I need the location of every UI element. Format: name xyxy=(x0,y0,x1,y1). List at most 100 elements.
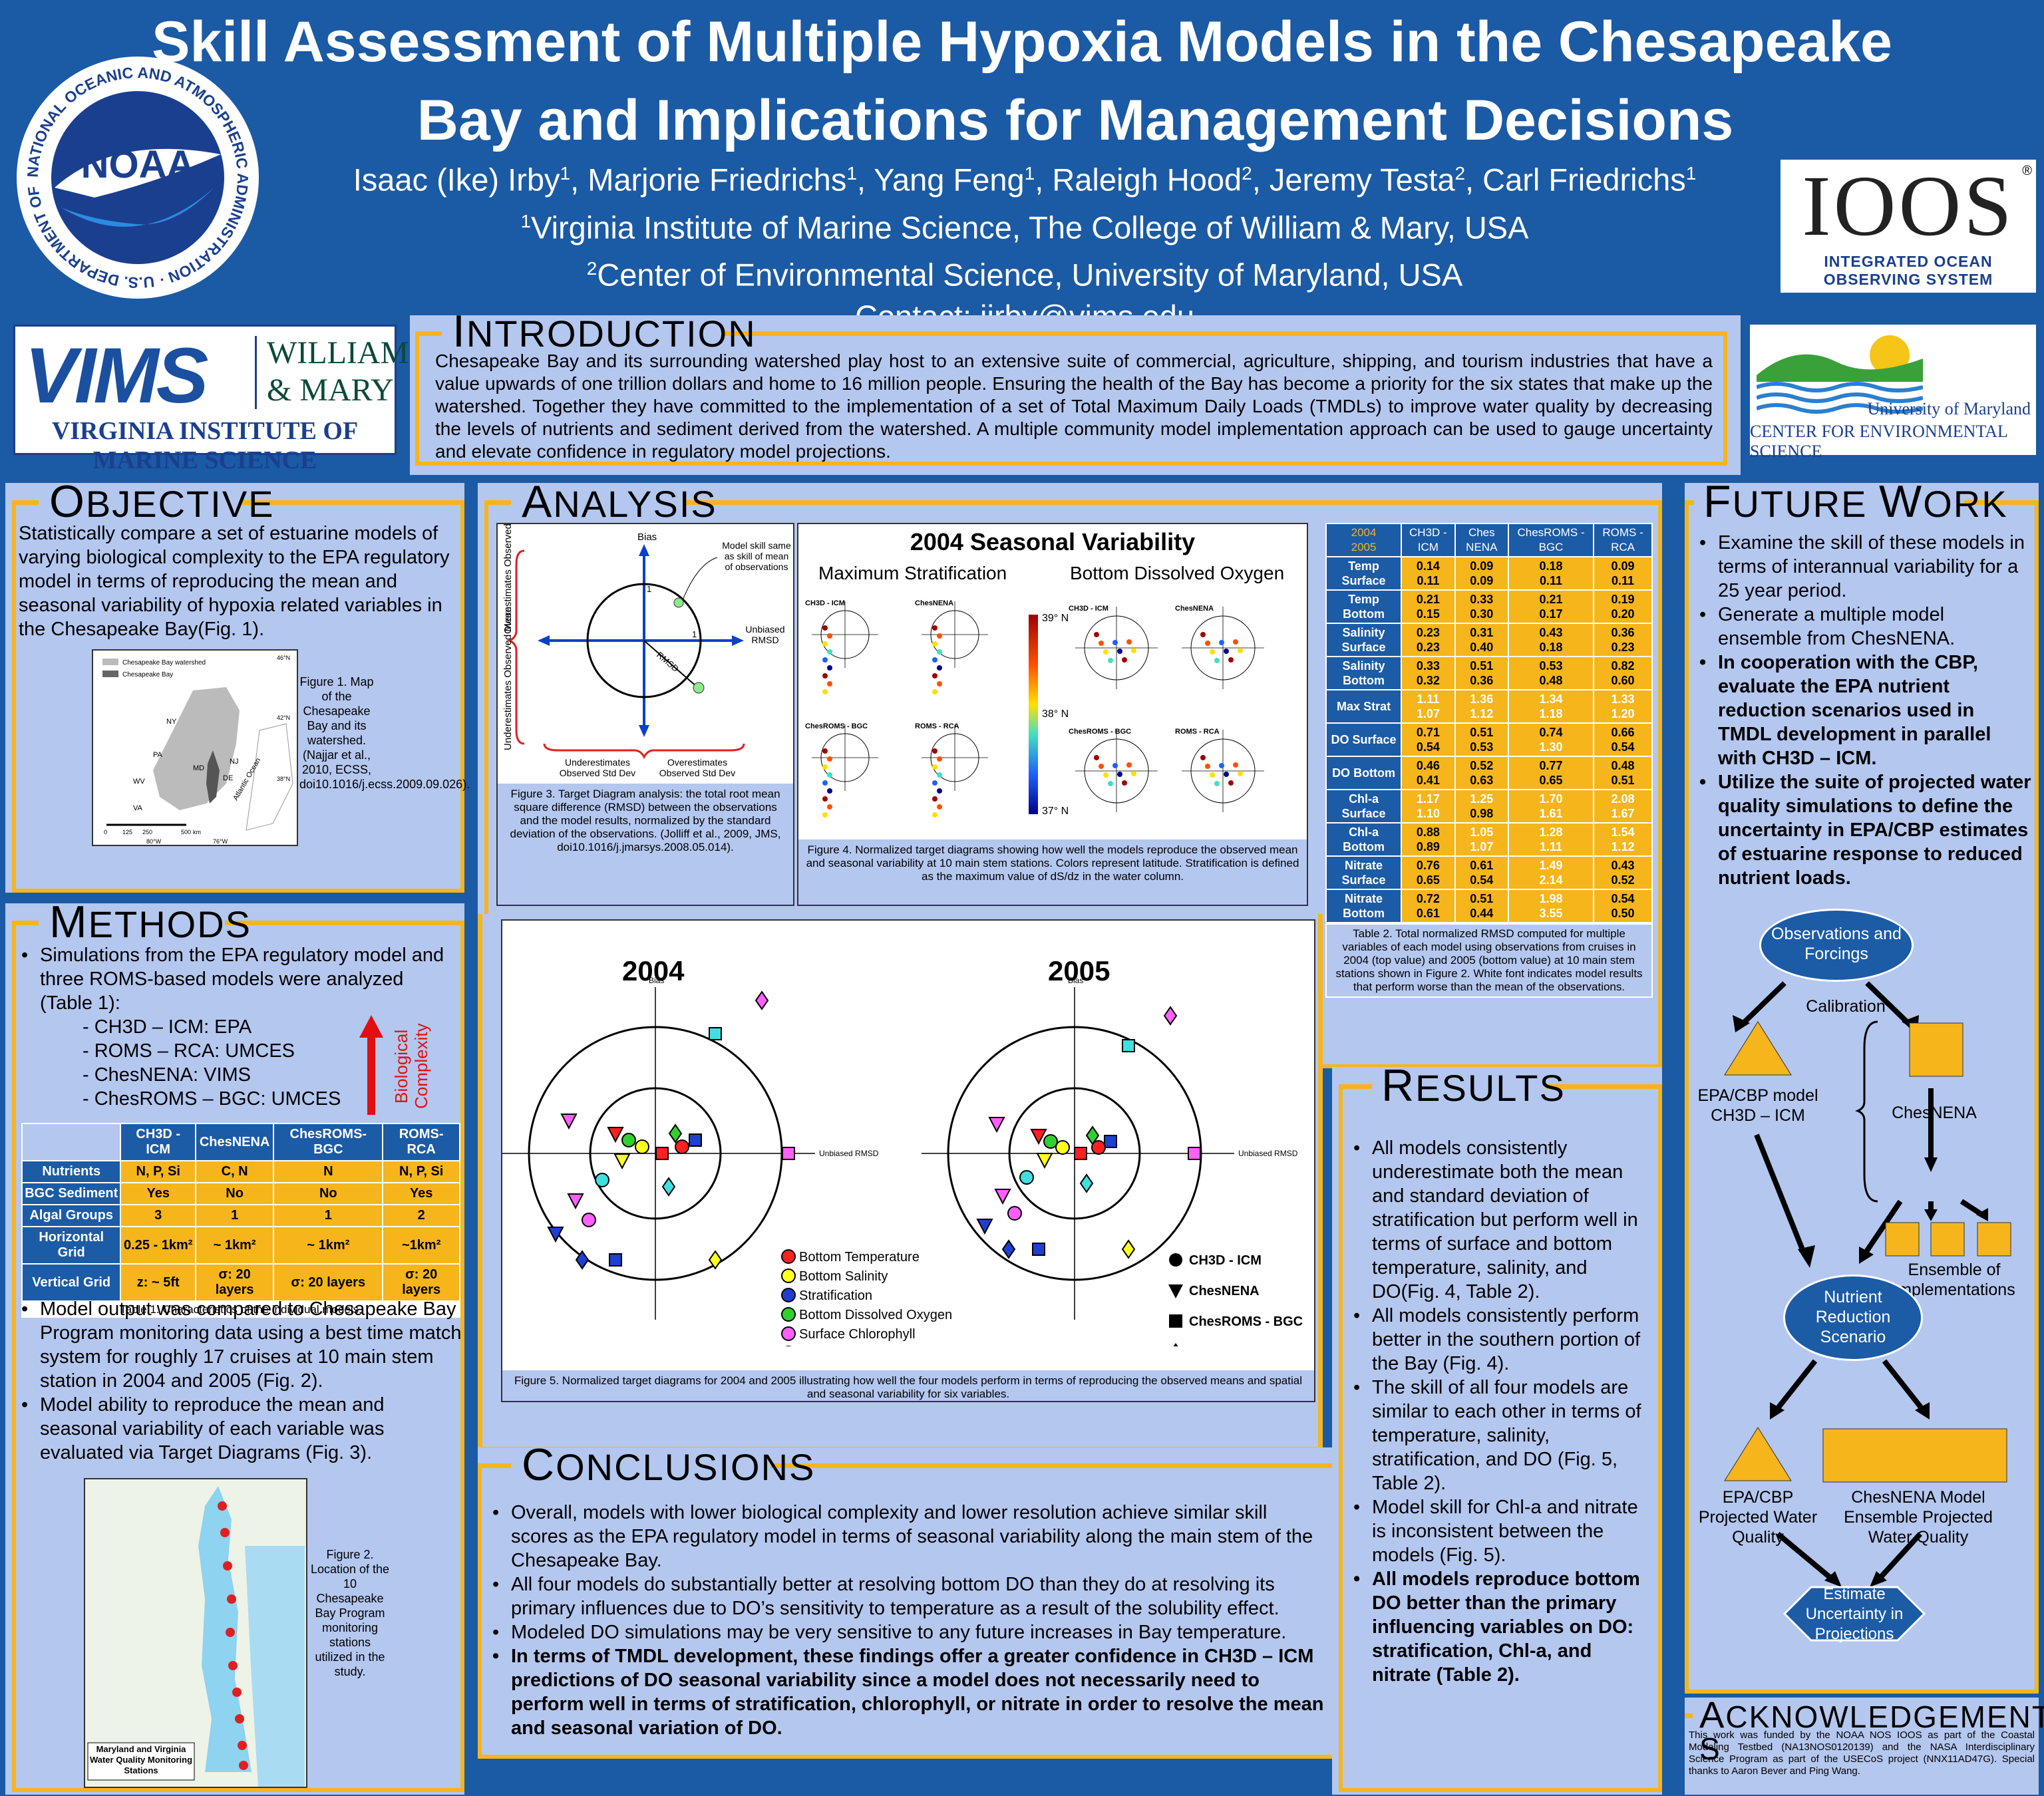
objective-frame xyxy=(12,504,464,893)
table1-cell: Algal Groups xyxy=(21,1204,122,1227)
table1-header-cell: ChesNENA xyxy=(194,1123,275,1161)
ack-title-first: A xyxy=(1699,1694,1726,1735)
fig3-one-v: 1 xyxy=(647,584,651,594)
table2-value: 0.23 xyxy=(1416,626,1440,639)
author-name: , Jeremy Testa xyxy=(1252,162,1455,198)
table2-value: 0.89 xyxy=(1416,840,1440,853)
table1-cell: N, P, Si xyxy=(120,1160,196,1183)
table2-value: 0.54 xyxy=(1611,740,1635,754)
fig1-scale-125: 125 xyxy=(122,829,132,835)
conclusion-3: Modeled DO simulations may be very sensi… xyxy=(488,1620,1327,1644)
fig3-under-mean: Underestimates Observed Mean xyxy=(502,607,514,750)
fig4-point xyxy=(937,681,942,686)
fig5-point xyxy=(1121,1239,1136,1259)
station-marker xyxy=(239,1761,248,1770)
fig1-scale-unit: km xyxy=(193,829,201,835)
flow-calibration-label: Calibration xyxy=(1806,997,1886,1016)
table2-value: 0.09 xyxy=(1470,559,1494,573)
table2-cell: 0.88 0.89 xyxy=(1401,822,1456,857)
affiliation-1: 1Virginia Institute of Marine Science, T… xyxy=(253,201,1796,249)
fig4-point xyxy=(937,804,942,810)
fig5-point xyxy=(976,1219,993,1235)
vims-divider xyxy=(255,336,257,409)
fig4-point xyxy=(1099,764,1104,769)
figure-5: 2004 2005 Bias Unbiased RMSD Bias Unbiased … xyxy=(501,919,1315,1402)
author-affil-sup: 2 xyxy=(1242,163,1252,184)
conclusion-1: Overall, models with lower biological co… xyxy=(488,1501,1327,1572)
table2-value: 0.48 xyxy=(1611,759,1635,772)
acknowledgements-panel: ACKNOWLEDGEMENT S This work was funded b… xyxy=(1685,1694,2044,1795)
complexity-label: Biological Complexity xyxy=(391,1023,431,1110)
fig4-point xyxy=(1122,657,1127,663)
fig4-point xyxy=(1205,641,1210,646)
fig5-point xyxy=(547,1227,564,1243)
table2-value: 0.88 xyxy=(1416,825,1440,839)
author-name: , Yang Feng xyxy=(856,162,1025,198)
table2-value: 1.11 xyxy=(1540,840,1563,853)
table1-header-cell xyxy=(21,1123,122,1161)
fig5-point xyxy=(567,1193,584,1210)
methods-list-1: Simulations from the EPA regulatory mode… xyxy=(17,943,456,1015)
conclusion-4: In terms of TMDL development, these find… xyxy=(488,1644,1327,1740)
fig4-point xyxy=(822,673,828,678)
table-row: Nitrate Bottom 0.72 0.61 0.51 0.44 1.98 3.55 0.… xyxy=(1325,889,1653,923)
fig5-point xyxy=(607,1127,624,1143)
aff2-text: Center of Environmental Science, Univers… xyxy=(597,257,1463,293)
table2-value: 0.18 xyxy=(1539,641,1563,654)
table2-value: 0.36 xyxy=(1611,626,1635,639)
table2-value: 0.32 xyxy=(1416,674,1440,687)
table2-header: 2004 2005 CH3D - ICM Ches NENA ChesROMS - BG… xyxy=(1325,523,1653,557)
table2-value: 0.14 xyxy=(1416,559,1440,573)
table2-row-label: Chl-a Surface xyxy=(1325,789,1403,823)
table1-cell: C, N xyxy=(194,1160,275,1183)
table1-cell: BGC Sediment xyxy=(21,1182,122,1205)
fig1-lat-42: 42°N xyxy=(277,714,290,721)
table1-header-cell: ROMS-RCA xyxy=(382,1123,460,1161)
table2-value: 0.51 xyxy=(1470,659,1494,673)
figure-1-map: Chesapeake Bay watershed Chesapeake Bay … xyxy=(92,649,298,846)
fig4-point xyxy=(1214,658,1220,663)
fig5-point xyxy=(668,1123,683,1143)
results-title: RESULTS xyxy=(1373,1063,1574,1110)
fig4-point xyxy=(937,788,942,794)
conclusions-panel: CONCLUSIONS Overall, models with lower b… xyxy=(478,1442,1336,1759)
fig5-point xyxy=(1188,1147,1201,1160)
table-row: Temp Bottom 0.21 0.15 0.33 0.30 0.21 0.17 0.19 0… xyxy=(1325,589,1653,624)
fig4-panel-label: ChesROMS - BGC xyxy=(1069,728,1131,736)
ioos-subtitle: INTEGRATED OCEAN OBSERVING SYSTEM xyxy=(1823,253,1993,288)
result-5: All models reproduce bottom DO better th… xyxy=(1349,1567,1651,1687)
table2-value: 0.11 xyxy=(1612,574,1635,587)
table2-cell: 0.74 1.30 xyxy=(1507,722,1595,757)
future-frame xyxy=(1685,504,2039,1694)
fig5-point xyxy=(1055,1140,1070,1155)
flow-observations-node: Observations and Forcings xyxy=(1759,909,1914,982)
station-marker xyxy=(226,1628,235,1637)
ack-title-rest: CKNOWLEDGEMENT xyxy=(1725,1700,2044,1734)
fig4-point xyxy=(1233,639,1238,645)
future-work-panel: FUTURE WORK Examine the skill of these m… xyxy=(1685,479,2039,1694)
table2-value: 1.30 xyxy=(1539,740,1563,754)
fig5-legend-model: CH3D - ICM xyxy=(1189,1253,1262,1268)
table-row: Salinity Bottom 0.33 0.32 0.51 0.36 0.53 0.48 0… xyxy=(1325,656,1653,690)
fig5-legend-var: Bottom Salinity xyxy=(799,1269,888,1284)
table2-value: 1.07 xyxy=(1416,707,1440,720)
table2-value: 0.36 xyxy=(1470,674,1494,687)
table2-cell: 0.18 0.11 xyxy=(1507,556,1595,591)
fig1-state-ny: NY xyxy=(166,718,177,726)
table2-value: 1.54 xyxy=(1611,825,1635,839)
table2-value: 1.11 xyxy=(1417,692,1440,706)
fig5-year-2004: 2004 xyxy=(622,955,685,986)
fig4-point xyxy=(932,641,937,647)
fig4-point xyxy=(1108,781,1113,786)
fig4-point xyxy=(822,641,828,647)
fig4-point xyxy=(827,772,832,778)
table2-value: 0.50 xyxy=(1611,907,1635,920)
table2-value: 1.07 xyxy=(1470,840,1494,853)
table2-value: 0.17 xyxy=(1539,607,1563,621)
fig4-point xyxy=(822,812,828,818)
objective-panel: OBJECTIVE Statistically compare a set of… xyxy=(5,479,470,893)
table2-cell: 0.72 0.61 xyxy=(1401,889,1456,923)
future-3: In cooperation with the CBP, evaluate th… xyxy=(1695,651,2032,770)
noaa-text: NOAA xyxy=(81,143,195,186)
station-marker xyxy=(228,1661,238,1670)
